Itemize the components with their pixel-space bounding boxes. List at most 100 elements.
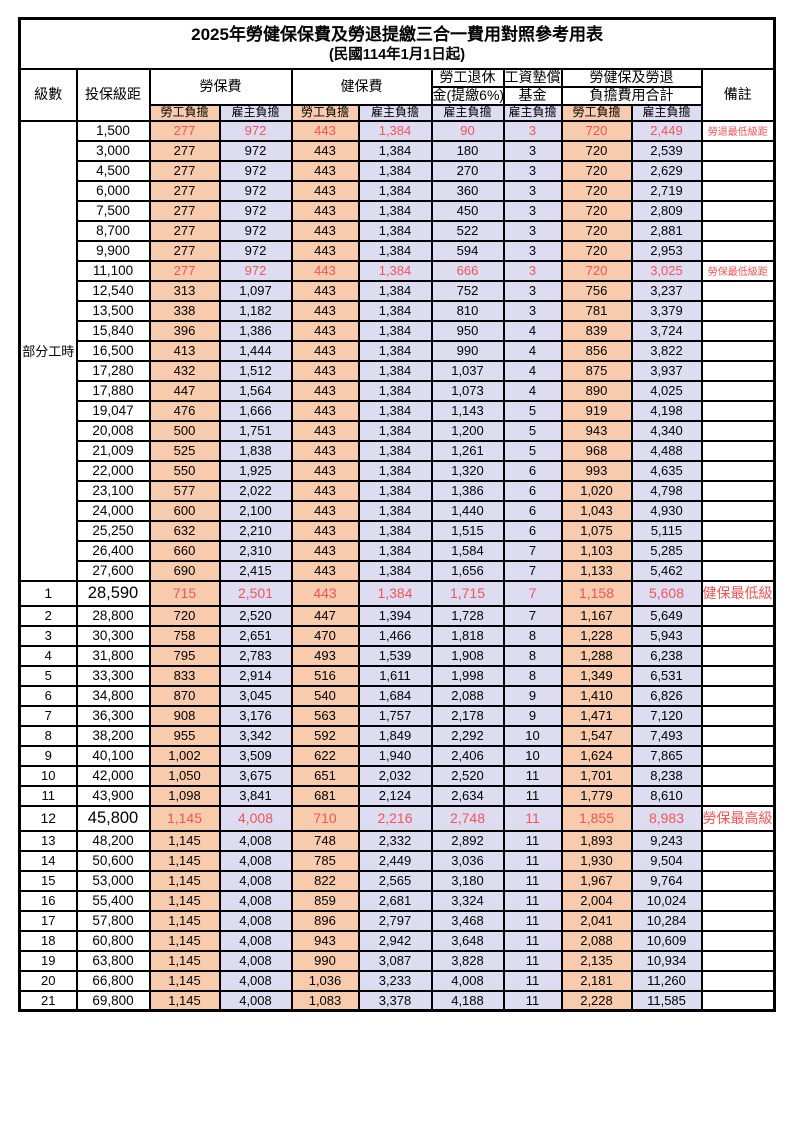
value-cell: 10 bbox=[502, 744, 563, 767]
level-cell: 18 bbox=[18, 929, 78, 952]
bracket-cell: 66,800 bbox=[75, 969, 151, 992]
table-row: 17,280 432 1,512 443 1,384 1,037 4 875 3,937 bbox=[20, 359, 776, 382]
value-cell: 4,008 bbox=[218, 804, 293, 832]
value-cell: 720 bbox=[560, 179, 633, 202]
value-cell: 2,681 bbox=[357, 889, 433, 912]
value-cell: 1,384 bbox=[357, 419, 433, 442]
value-cell: 1,103 bbox=[560, 539, 633, 562]
table-row: 24,000 600 2,100 443 1,384 1,440 6 1,043 4,930 bbox=[20, 499, 776, 522]
level-cell: 12 bbox=[18, 804, 78, 832]
value-cell: 450 bbox=[430, 199, 505, 222]
table-row: 12,540 313 1,097 443 1,384 752 3 756 3,237 bbox=[20, 279, 776, 302]
remark-cell bbox=[700, 319, 776, 342]
value-cell: 3,378 bbox=[357, 989, 433, 1012]
value-cell: 632 bbox=[148, 519, 221, 542]
value-cell: 3,937 bbox=[630, 359, 703, 382]
value-cell: 3,036 bbox=[430, 849, 505, 872]
value-cell: 8,238 bbox=[630, 764, 703, 787]
table-row: 部分工時 1,500 277 972 443 1,384 90 3 720 2,449 勞退最低級距 bbox=[18, 119, 776, 582]
value-cell: 4,488 bbox=[630, 439, 703, 462]
bracket-cell: 63,800 bbox=[75, 949, 151, 972]
value-cell: 4,008 bbox=[218, 969, 293, 992]
value-cell: 1,684 bbox=[357, 684, 433, 707]
value-cell: 11 bbox=[502, 804, 563, 832]
value-cell: 681 bbox=[290, 784, 360, 807]
remark-cell bbox=[700, 479, 776, 502]
col-header-total-line2: 負擔費用合計 bbox=[560, 85, 703, 106]
value-cell: 1,940 bbox=[357, 744, 433, 767]
value-cell: 577 bbox=[148, 479, 221, 502]
col-header-bracket: 投保級距 bbox=[75, 67, 151, 122]
subheader-wage-fund-employer: 雇主負擔 bbox=[502, 103, 563, 122]
level-cell: 2 bbox=[18, 604, 78, 627]
bracket-cell: 16,500 bbox=[75, 339, 151, 362]
value-cell: 3,841 bbox=[218, 784, 293, 807]
value-cell: 810 bbox=[430, 299, 505, 322]
value-cell: 11,260 bbox=[630, 969, 703, 992]
value-cell: 2,210 bbox=[218, 519, 293, 542]
value-cell: 2,783 bbox=[218, 644, 293, 667]
value-cell: 1,611 bbox=[357, 664, 433, 687]
value-cell: 1,925 bbox=[218, 459, 293, 482]
table-row: 9 40,100 1,002 3,509 622 1,940 2,406 10 1,624 7,8… bbox=[18, 744, 776, 767]
value-cell: 1,167 bbox=[560, 604, 633, 627]
remark-cell: 勞退最低級距 bbox=[700, 119, 776, 142]
table-title-cell: 2025年勞健保保費及勞退提繳三合一費用對照參考用表 (民國114年1月1日起) bbox=[18, 17, 776, 70]
value-cell: 6 bbox=[502, 499, 563, 522]
value-cell: 875 bbox=[560, 359, 633, 382]
page-title: 2025年勞健保保費及勞退提繳三合一費用對照參考用表 bbox=[191, 24, 603, 44]
value-cell: 1,564 bbox=[218, 379, 293, 402]
value-cell: 781 bbox=[560, 299, 633, 322]
value-cell: 2,292 bbox=[430, 724, 505, 747]
value-cell: 277 bbox=[148, 259, 221, 282]
table-row: 14 50,600 1,145 4,008 785 2,449 3,036 11 1,930 9,… bbox=[18, 849, 776, 872]
remark-cell bbox=[700, 539, 776, 562]
value-cell: 443 bbox=[290, 299, 360, 322]
value-cell: 1,288 bbox=[560, 644, 633, 667]
value-cell: 2,135 bbox=[560, 949, 633, 972]
bracket-cell: 11,100 bbox=[75, 259, 151, 282]
level-cell: 1 bbox=[18, 579, 78, 607]
value-cell: 1,083 bbox=[290, 989, 360, 1012]
value-cell: 972 bbox=[218, 259, 293, 282]
value-cell: 1,384 bbox=[357, 259, 433, 282]
value-cell: 1,020 bbox=[560, 479, 633, 502]
value-cell: 11 bbox=[502, 969, 563, 992]
value-cell: 720 bbox=[148, 604, 221, 627]
value-cell: 11 bbox=[502, 889, 563, 912]
bracket-cell: 19,047 bbox=[75, 399, 151, 422]
remark-cell bbox=[700, 299, 776, 322]
subheader-total-employee: 勞工負擔 bbox=[560, 103, 633, 122]
header-row-3: 勞工負擔 雇主負擔 勞工負擔 雇主負擔 雇主負擔 雇主負擔 勞工負擔 雇主負擔 bbox=[20, 103, 775, 122]
level-cell: 13 bbox=[18, 829, 78, 852]
bracket-cell: 55,400 bbox=[75, 889, 151, 912]
value-cell: 2,881 bbox=[630, 219, 703, 242]
table-row: 10 42,000 1,050 3,675 651 2,032 2,520 11 1,701 8,… bbox=[18, 764, 776, 787]
value-cell: 3 bbox=[502, 119, 563, 142]
value-cell: 756 bbox=[560, 279, 633, 302]
table-row: 2 28,800 720 2,520 447 1,394 1,728 7 1,167 5,649 bbox=[18, 604, 776, 627]
table-row: 23,100 577 2,022 443 1,384 1,386 6 1,020 4,798 bbox=[20, 479, 776, 502]
value-cell: 443 bbox=[290, 139, 360, 162]
value-cell: 3,233 bbox=[357, 969, 433, 992]
value-cell: 11 bbox=[502, 929, 563, 952]
value-cell: 2,100 bbox=[218, 499, 293, 522]
value-cell: 4,008 bbox=[218, 869, 293, 892]
value-cell: 1,728 bbox=[430, 604, 505, 627]
bracket-cell: 34,800 bbox=[75, 684, 151, 707]
value-cell: 2,124 bbox=[357, 784, 433, 807]
value-cell: 277 bbox=[148, 119, 221, 142]
value-cell: 1,075 bbox=[560, 519, 633, 542]
level-cell: 21 bbox=[18, 989, 78, 1012]
col-header-wage-fund-line1: 工資墊償 bbox=[502, 67, 563, 88]
value-cell: 1,384 bbox=[357, 119, 433, 142]
remark-cell bbox=[700, 604, 776, 627]
value-cell: 2,332 bbox=[357, 829, 433, 852]
value-cell: 443 bbox=[290, 259, 360, 282]
value-cell: 443 bbox=[290, 379, 360, 402]
remark-cell bbox=[700, 199, 776, 222]
bracket-cell: 43,900 bbox=[75, 784, 151, 807]
table-row: 6,000 277 972 443 1,384 360 3 720 2,719 bbox=[20, 179, 776, 202]
table-row: 1 28,590 715 2,501 443 1,384 1,715 7 1,158 5,608 健… bbox=[18, 579, 776, 607]
value-cell: 1,145 bbox=[148, 969, 221, 992]
